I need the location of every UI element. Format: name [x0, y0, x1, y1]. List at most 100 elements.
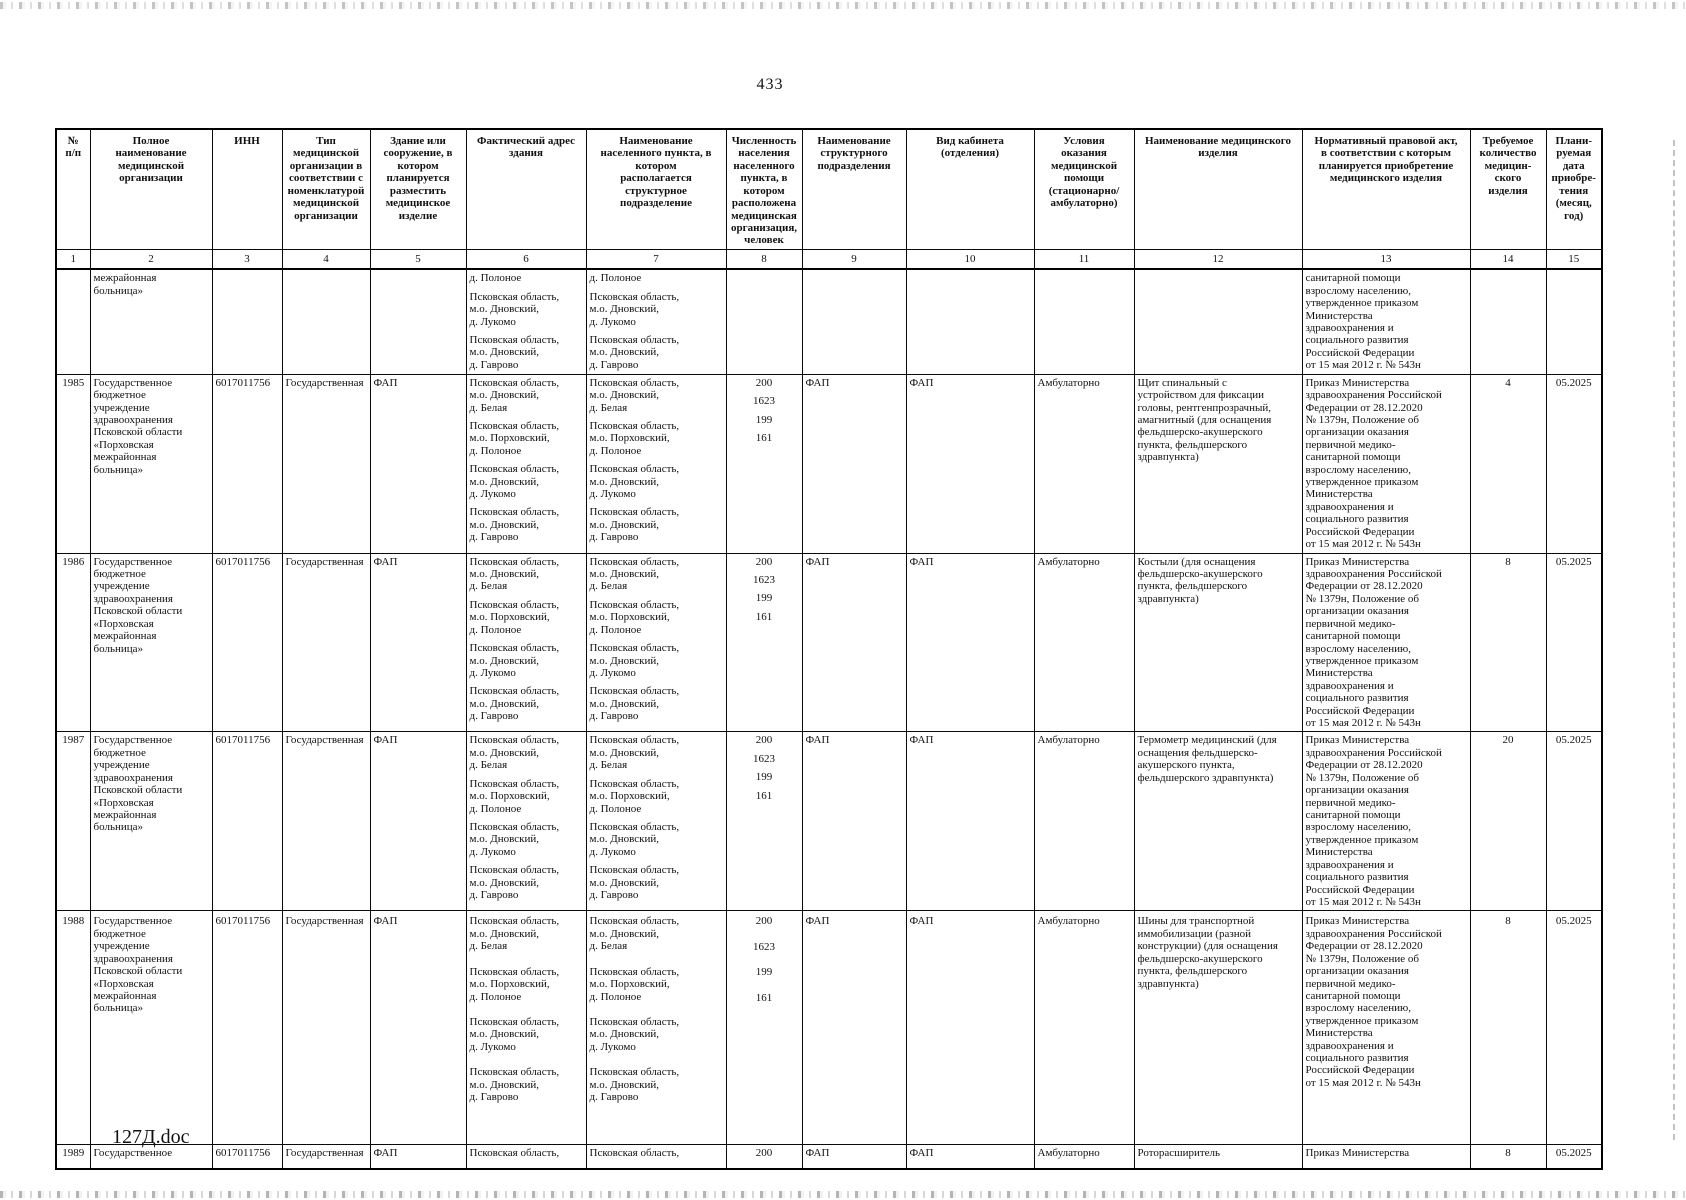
cell-paragraph: Псковская область, м.о. Дновский, д. Гав…	[469, 1066, 560, 1104]
cell-col9: ФАП	[801, 552, 907, 733]
cell-paragraph: Псковская область, м.о. Дновский, д. Гав…	[469, 685, 560, 723]
cell-col9: ФАП	[801, 731, 907, 912]
cell-col13: Приказ Министерства здравоохранения Росс…	[1301, 910, 1471, 1146]
scan-noise-bottom	[0, 1191, 1686, 1198]
column-numbers-row: 1 2 3 4 5 6 7 8 9 10 11 12 13 14 15	[55, 248, 1603, 271]
cell-col4: Государственная	[281, 910, 371, 1146]
table-row: 1985 Государственное бюджетное учреждение…	[55, 373, 1603, 554]
cell-col14: 20	[1469, 731, 1547, 912]
column-header-12: Наименование медицинского изделия	[1133, 128, 1303, 250]
column-header-15: Плани- руемая дата приобре- тения (месяц…	[1545, 128, 1603, 250]
cell-paragraph: Псковская область, м.о. Порховский, д. П…	[589, 777, 680, 815]
cell-paragraph: Псковская область, м.о. Порховский, д. П…	[589, 598, 680, 636]
cell-col5: ФАП	[369, 552, 467, 733]
cell-paragraph: Псковская область, м.о. Дновский, д. Лук…	[589, 642, 680, 679]
cell-col7: Псковская область, м.о. Дновский, д. Бел…	[585, 910, 727, 1146]
cell-paragraph: 1623	[753, 752, 775, 765]
cell-col5: ФАП	[369, 1144, 467, 1170]
column-number-4: 4	[281, 248, 371, 271]
cell-paragraph: Псковская область, м.о. Дновский, д. Лук…	[469, 821, 560, 858]
cell-col5: ФАП	[369, 373, 467, 554]
cell-col12: Костыли (для оснащения фельдшерско-акуше…	[1133, 552, 1303, 733]
cell-paragraph: 199	[755, 966, 773, 979]
cell-paragraph: Псковская область, м.о. Дновский, д. Лук…	[589, 290, 680, 328]
column-number-11: 11	[1033, 248, 1135, 271]
column-header-11: Условия оказания медицинской помощи (ста…	[1033, 128, 1135, 250]
table-row: 1986 Государственное бюджетное учреждение…	[55, 552, 1603, 733]
cell-paragraph: Псковская область,	[589, 1147, 680, 1160]
column-header-4: Тип медицинской организации в соответств…	[281, 128, 371, 250]
column-header-13: Нормативный правовой акт, в соответствии…	[1301, 128, 1471, 250]
cell-col12: Щит спинальный с устройством для фиксаци…	[1133, 373, 1303, 554]
cell-col12: Термометр медицинский (для оснащения фел…	[1133, 731, 1303, 912]
cell-col3: 6017011756	[211, 552, 283, 733]
cell-col14: 8	[1469, 552, 1547, 733]
cell-col10: ФАП	[905, 552, 1035, 733]
cell-col1: 1987	[55, 731, 91, 912]
cell-col2: Государственное бюджетное учреждение здр…	[89, 373, 213, 554]
cell-paragraph: Псковская область, м.о. Дновский, д. Лук…	[469, 463, 560, 501]
cell-paragraph: 1623	[753, 395, 775, 408]
cell-paragraph: 200	[755, 555, 773, 568]
cell-col7: Псковская область,	[585, 1144, 727, 1170]
table-row: 1989 Государственное 6017011756 Государстве…	[55, 1144, 1603, 1170]
cell-paragraph: Псковская область, м.о. Дновский, д. Бел…	[469, 734, 560, 772]
cell-col3	[211, 268, 283, 375]
cell-col15	[1545, 268, 1603, 375]
cell-col13: Приказ Министерства	[1301, 1144, 1471, 1170]
cell-col6: д. Полоное Псковская область, м.о. Дновск…	[465, 268, 587, 375]
column-number-6: 6	[465, 248, 587, 271]
cell-col1: 1989	[55, 1144, 91, 1170]
cell-paragraph: Псковская область, м.о. Дновский, д. Бел…	[469, 376, 560, 414]
cell-col15: 05.2025	[1545, 373, 1603, 554]
cell-paragraph: Псковская область, м.о. Дновский, д. Бел…	[589, 376, 680, 414]
cell-paragraph: Псковская область, м.о. Дновский, д. Бел…	[469, 915, 560, 953]
column-number-9: 9	[801, 248, 907, 271]
cell-col6: Псковская область, м.о. Дновский, д. Бел…	[465, 731, 587, 912]
cell-col5: ФАП	[369, 910, 467, 1146]
cell-col15: 05.2025	[1545, 910, 1603, 1146]
cell-col14: 8	[1469, 910, 1547, 1146]
cell-paragraph: Псковская область, м.о. Дновский, д. Бел…	[589, 915, 680, 953]
cell-col2: Государственное бюджетное учреждение здр…	[89, 910, 213, 1146]
column-header-14: Требуемое количество медицин- ского изде…	[1469, 128, 1547, 250]
cell-paragraph: Псковская область, м.о. Порховский, д. П…	[469, 965, 560, 1003]
cell-paragraph: Псковская область, м.о. Дновский, д. Бел…	[469, 555, 560, 593]
cell-paragraph: 200	[755, 1147, 773, 1160]
cell-col6: Псковская область,	[465, 1144, 587, 1170]
cell-col15: 05.2025	[1545, 1144, 1603, 1170]
cell-col5: ФАП	[369, 731, 467, 912]
cell-col1: 1985	[55, 373, 91, 554]
column-header-3: ИНН	[211, 128, 283, 250]
cell-col2: Государственное бюджетное учреждение здр…	[89, 552, 213, 733]
cell-col4: Государственная	[281, 373, 371, 554]
table-row: 1988 Государственное бюджетное учреждение…	[55, 910, 1603, 1146]
cell-col1	[55, 268, 91, 375]
column-number-1: 1	[55, 248, 91, 271]
cell-col7: Псковская область, м.о. Дновский, д. Бел…	[585, 373, 727, 554]
cell-col1: 1988	[55, 910, 91, 1146]
cell-col14: 8	[1469, 1144, 1547, 1170]
column-header-8: Численность населения населенного пункта…	[725, 128, 803, 250]
column-number-3: 3	[211, 248, 283, 271]
cell-col6: Псковская область, м.о. Дновский, д. Бел…	[465, 373, 587, 554]
table-header-row: № п/п Полное наименование медицинской орг…	[55, 128, 1603, 250]
cell-col11	[1033, 268, 1135, 375]
cell-paragraph: 161	[755, 610, 773, 623]
cell-paragraph: Псковская область, м.о. Порховский, д. П…	[469, 598, 560, 636]
cell-col13: Приказ Министерства здравоохранения Росс…	[1301, 552, 1471, 733]
column-header-6: Фактический адрес здания	[465, 128, 587, 250]
column-number-15: 15	[1545, 248, 1603, 271]
cell-col3: 6017011756	[211, 910, 283, 1146]
cell-paragraph: Псковская область, м.о. Дновский, д. Бел…	[589, 734, 680, 772]
cell-col2: Государственное	[89, 1144, 213, 1170]
cell-paragraph: Псковская область, м.о. Дновский, д. Лук…	[589, 821, 680, 858]
cell-col7: Псковская область, м.о. Дновский, д. Бел…	[585, 552, 727, 733]
cell-col11: Амбулаторно	[1033, 731, 1135, 912]
table-row: межрайонная больница» д. Полоное Псковская…	[55, 268, 1603, 375]
cell-paragraph: Псковская область, м.о. Дновский, д. Гав…	[589, 864, 680, 902]
cell-col13: санитарной помощи взрослому населению, у…	[1301, 268, 1471, 375]
cell-col13: Приказ Министерства здравоохранения Росс…	[1301, 731, 1471, 912]
cell-paragraph: Псковская область, м.о. Дновский, д. Гав…	[469, 333, 560, 371]
column-number-8: 8	[725, 248, 803, 271]
